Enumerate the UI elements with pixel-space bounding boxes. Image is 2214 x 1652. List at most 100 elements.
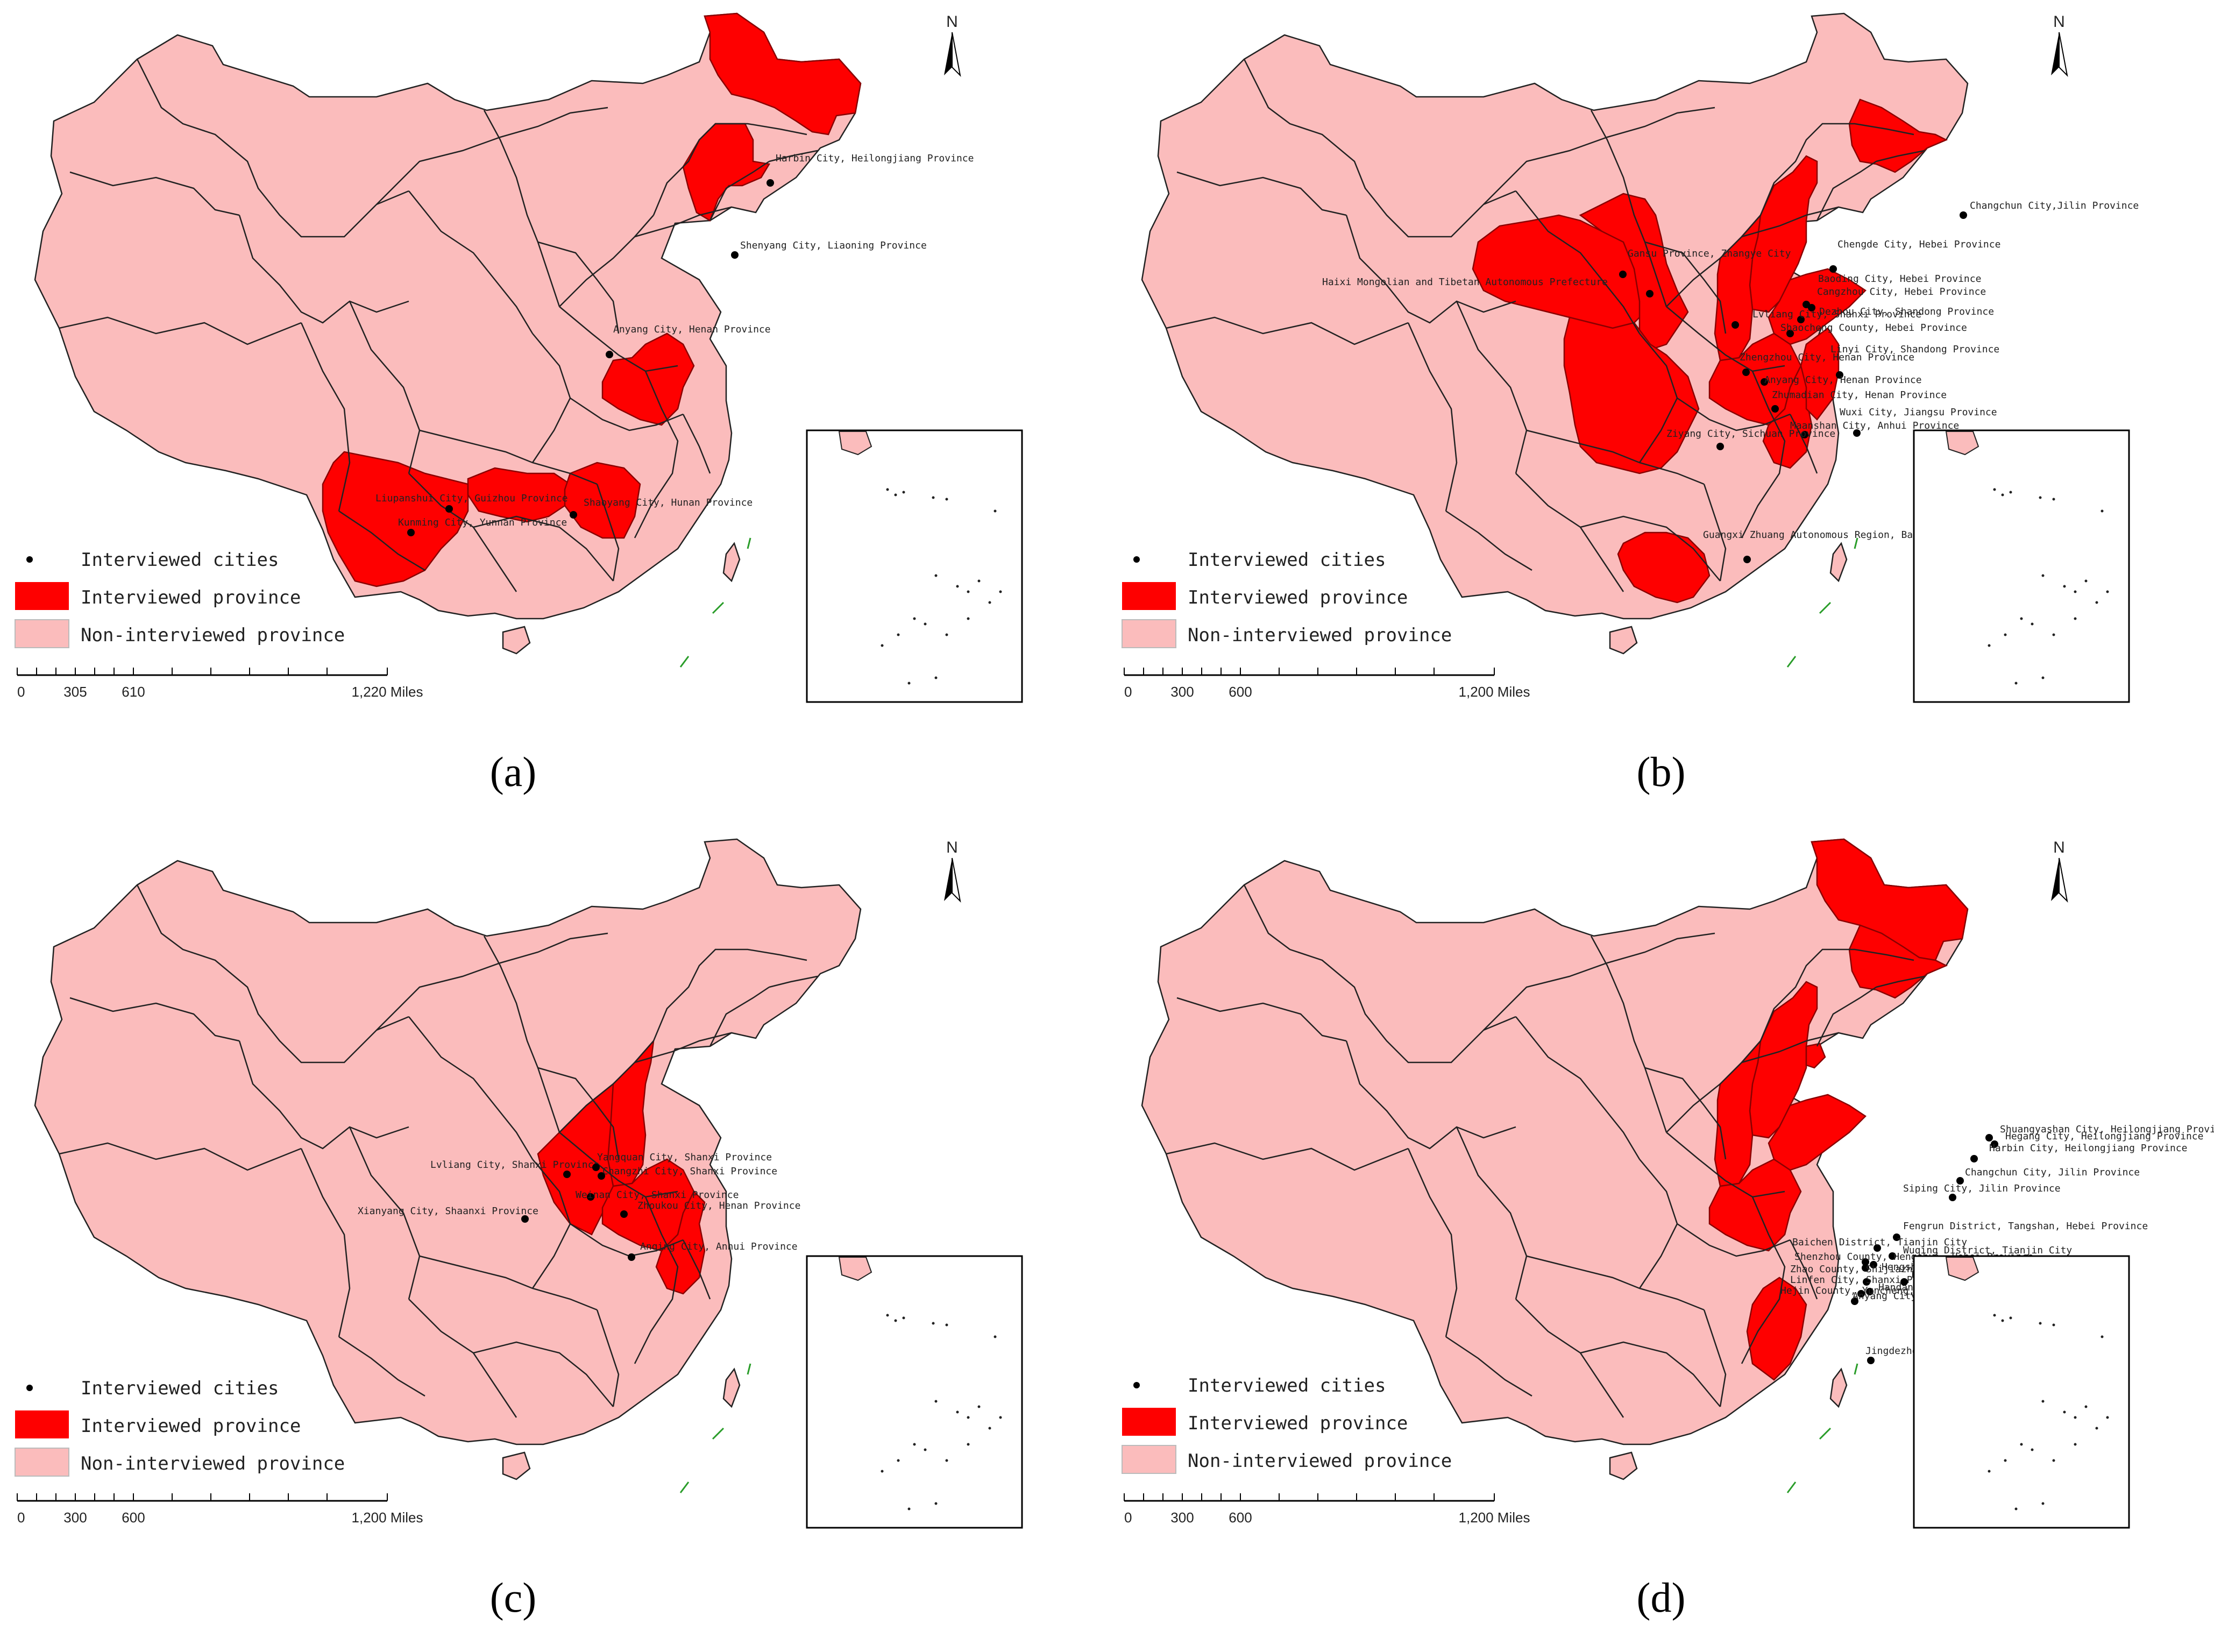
province-border [473, 515, 614, 582]
province-border [1816, 986, 1877, 1047]
city-marker [1956, 1177, 1964, 1185]
province-border [1445, 510, 1532, 571]
province-jiangxi [1746, 1277, 1807, 1381]
province-border [1176, 171, 1347, 216]
province-border [59, 1142, 302, 1171]
city-marker [1761, 378, 1768, 386]
province-shanxi [1714, 213, 1762, 361]
legend: Interviewed cities Interviewed province No… [1122, 1375, 1452, 1474]
province-border [419, 429, 598, 485]
province-border [1243, 884, 1516, 1063]
province-border [559, 1040, 654, 1133]
province-border [1456, 301, 1528, 474]
province-border [1166, 316, 1409, 345]
province-anhui [655, 1190, 706, 1295]
scale-bar: 0 300 600 1,200 Miles [17, 1493, 423, 1526]
city-label: Gansu Province, Zhangye City [1628, 248, 1791, 259]
province-sichuan [1563, 316, 1700, 474]
city-marker [1866, 1288, 1874, 1295]
city-marker [1985, 1134, 1993, 1141]
city-marker [1786, 330, 1794, 337]
province-border [570, 397, 684, 431]
province-border [473, 1341, 614, 1407]
city-marker [1870, 1261, 1877, 1268]
province-border [59, 316, 302, 345]
city-marker [1743, 556, 1751, 563]
province-border [1666, 215, 1761, 307]
province-border [596, 1309, 620, 1407]
city-marker [1646, 290, 1654, 297]
province-border [1876, 975, 1925, 988]
city-label: Liupanshui City, Guizhou Province [375, 493, 568, 504]
province-border [709, 986, 770, 1047]
legend-interviewed-label: Interviewed province [81, 1415, 301, 1437]
city-label: Lvliang City, Shanxi Province [1752, 309, 1921, 320]
province-border [1666, 1040, 1761, 1133]
panel-b: Changchun City,Jilin Province Gansu Provi… [1107, 0, 2214, 826]
province-border [136, 59, 409, 238]
city-marker [731, 251, 739, 259]
city-label: Shuangyashan City, Heilongjiang Province [2000, 1124, 2214, 1135]
province-border [1243, 59, 1516, 238]
caption-d: (d) [1636, 1574, 1686, 1621]
province-border [1407, 322, 1458, 512]
province-border [238, 215, 409, 324]
taiwan-shape [1829, 542, 1848, 583]
province-liaoning [682, 123, 771, 222]
city-marker [1771, 405, 1779, 413]
city-marker [628, 1253, 635, 1261]
city-marker [1857, 1290, 1865, 1298]
city-marker [1862, 1264, 1869, 1272]
province-border [1759, 948, 1914, 1041]
city-marker [407, 529, 415, 536]
scale-tick-label: 1,200 Miles [1459, 1509, 1530, 1526]
city-label: Ziyang City, Sichuan Province [1666, 428, 1835, 439]
coastline-marks [1786, 1363, 1858, 1493]
province-border [1789, 414, 1818, 474]
province-border [349, 301, 421, 474]
city-label: Yangquan City, Shanxi Province [597, 1152, 772, 1163]
coastline-marks [679, 1363, 751, 1493]
province-border [537, 1067, 620, 1160]
city-label: Wuqing District, Tianjin City [1903, 1245, 2072, 1256]
province-border [559, 306, 678, 372]
city-label: Shaocheng County, Hebei Province [1780, 322, 1967, 334]
province-jiangsu [1800, 327, 1840, 421]
scale-tick-label: 300 [63, 1509, 87, 1526]
taiwan-shape [722, 542, 741, 583]
legend-interviewed-label: Interviewed province [81, 587, 301, 608]
province-border [1176, 997, 1347, 1042]
city-label: Baoding City, Hebei Province [1818, 273, 1981, 285]
city-marker [1829, 265, 1837, 273]
city-label: Linyi City, Shandong Province [1830, 344, 1999, 355]
scale-tick-label: 600 [1229, 1509, 1252, 1526]
province-border [1789, 1239, 1818, 1300]
scale-tick-label: 0 [1124, 684, 1132, 700]
city-marker [598, 1172, 605, 1180]
city-marker [1619, 271, 1627, 278]
city-marker [1851, 1298, 1858, 1305]
province-border [769, 150, 818, 162]
province-border [1666, 306, 1785, 372]
province-border [408, 190, 534, 334]
city-marker [620, 1210, 628, 1218]
city-label: Kunming City, Yunnan Province [398, 517, 567, 528]
city-marker [592, 1164, 600, 1171]
north-label: N [2053, 839, 2065, 856]
city-label: Zhoukou City, Henan Province [637, 1200, 800, 1211]
scale-bar: 0 305 610 1,220 Miles [17, 668, 423, 700]
city-label: Weinan City, Shanxi Province [576, 1189, 739, 1201]
scale-tick-label: 305 [63, 684, 87, 700]
legend-cities-label: Interviewed cities [1188, 1375, 1386, 1396]
legend-non-interviewed-label: Non-interviewed province [1188, 625, 1452, 646]
province-border [1703, 484, 1727, 582]
legend: Interviewed cities Interviewed province No… [15, 549, 345, 648]
province-guangxi [1617, 531, 1711, 604]
city-marker [606, 351, 613, 358]
legend-non-interviewed-label: Non-interviewed province [81, 625, 345, 646]
city-label: Harbin City, Heilongjiang Province [1989, 1143, 2187, 1154]
map-a: Harbin City, Heilongjiang Province Shenya… [15, 12, 1023, 703]
province-border [709, 160, 770, 221]
legend-non-interviewed-swatch [1122, 1445, 1176, 1474]
legend-cities-label: Interviewed cities [81, 1378, 279, 1399]
